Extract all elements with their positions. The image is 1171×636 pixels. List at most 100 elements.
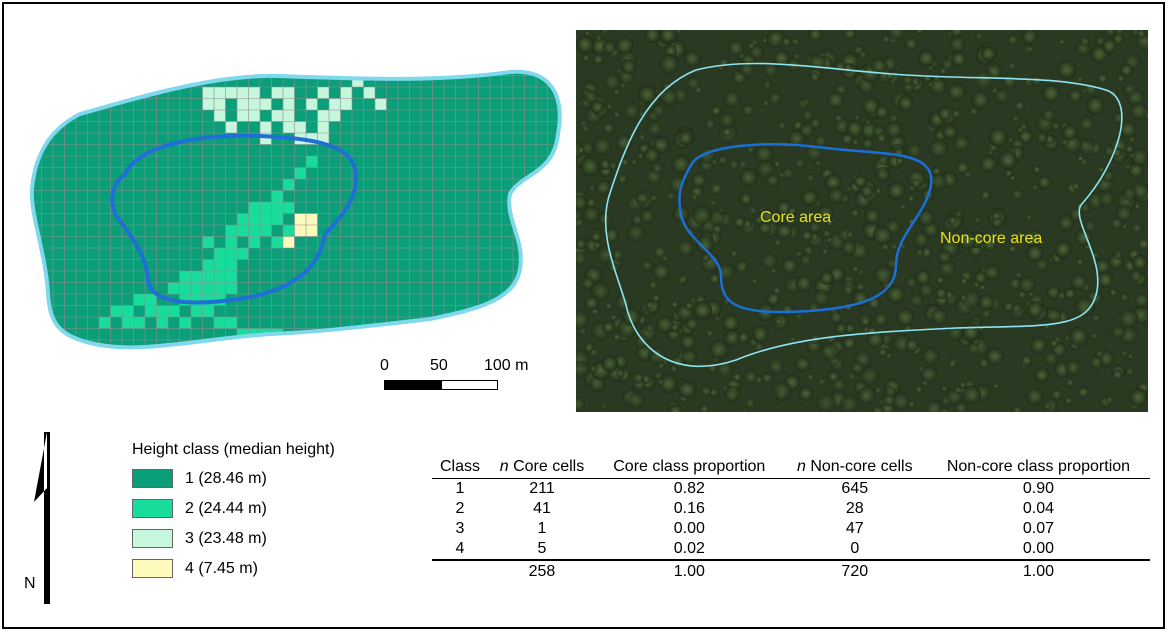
cell-core-prop: 0.82 [673,480,705,497]
tree-crown [979,284,986,291]
tree-crown [933,74,941,82]
tree-crown [888,113,899,124]
tree-crown [727,39,745,57]
tree-crown [614,293,632,311]
tree-crown [983,237,997,252]
tree-crown [940,407,949,412]
tree-crown [984,264,1001,281]
tree-crown [724,385,741,402]
legend: Height class (median height) 1 (28.46 m)… [132,440,335,588]
grid-cell [340,98,352,110]
tree-crown [584,295,599,311]
tree-crown [671,154,691,174]
tree-crown [950,30,963,38]
grid-cell [99,317,111,329]
tree-crown [622,102,640,120]
tree-crown [1093,258,1111,276]
tree-crown [877,153,890,166]
tree-crown [705,329,714,338]
legend-title: Height class (median height) [132,441,335,458]
tree-crown [637,84,657,104]
tree-crown [978,294,995,311]
tree-crown [582,205,600,223]
tree-crown [1126,88,1145,107]
tree-crown [1090,332,1098,340]
tree-crown [683,49,701,68]
tree-crown [781,304,794,316]
grid-cell [271,213,283,225]
table-total-row: 258 1.00 720 1.00 [432,559,1150,582]
header-class: Class [432,456,489,479]
tree-crown [992,382,999,390]
grid-cell [191,282,203,294]
tree-crown [1129,388,1148,407]
tree-crown [1098,190,1115,208]
tree-crown [1076,75,1084,84]
tree-crown [1095,349,1104,359]
cell-noncore-n: 645 [841,480,869,497]
tree-crown [621,59,637,75]
tree-crown [670,323,680,332]
tree-crown [1137,237,1148,251]
tree-crown [1061,124,1078,141]
grid-cell [202,271,214,283]
tree-crown [913,231,930,248]
tree-crown [806,173,815,182]
tree-crown [700,385,712,397]
tree-crown [616,368,625,378]
grid-cell [225,121,237,133]
tree-crown [959,277,968,286]
tree-crown [1136,30,1146,39]
tree-crown [819,270,834,285]
tree-crown [762,99,770,107]
tree-crown [911,178,922,189]
core-area-label: Core area [760,209,831,226]
grid-cell [214,248,226,260]
noncore-area-label: Non-core area [940,230,1042,247]
tree-crown [1115,204,1133,222]
noncore-boundary [29,69,562,350]
tree-crown [960,294,968,302]
grid-cell [306,225,318,237]
tree-crown [947,359,957,369]
tree-crown [904,37,918,51]
tree-crown [938,259,956,278]
tree-crown [1092,313,1101,322]
tree-crown [1043,350,1059,366]
tree-crown [649,193,658,202]
tree-crown [1110,324,1126,340]
tree-crown [664,44,677,58]
tree-crown [758,221,772,235]
tree-crown [657,378,665,386]
cell-class: 1 [455,480,465,497]
tree-crown [1074,296,1095,317]
tree-crown [1132,254,1148,271]
tree-crown [1008,244,1017,254]
tree-crown [948,216,957,225]
tree-crown [648,280,658,290]
grid-cell [179,271,191,283]
tree-crown [855,282,866,292]
tree-crown [981,45,997,62]
tree-crown [858,50,867,59]
tree-crown [580,123,591,134]
grid-cell [317,87,329,99]
table-row: 3 1 0.00 47 0.07 [432,519,1150,539]
tree-crown [974,271,988,285]
cell-noncore-prop: 0.90 [1022,480,1055,497]
table-row: 4 5 0.02 0 0.00 [432,539,1150,560]
tree-crown [897,95,914,112]
tree-crown [1050,121,1061,131]
tree-crown [744,397,756,409]
tree-crown [743,369,758,384]
tree-crown [963,170,972,179]
tree-crown [685,317,699,331]
table-header-row: Class n Core cells Core class proportion… [432,456,1150,479]
tree-crown [773,160,781,168]
grid-cell [317,110,329,122]
tree-crown [801,189,819,207]
tree-crown [1116,74,1125,83]
aerial-photo: Core area Non-core area [576,30,1148,412]
tree-crown [794,355,811,373]
tree-crown [1133,292,1148,308]
